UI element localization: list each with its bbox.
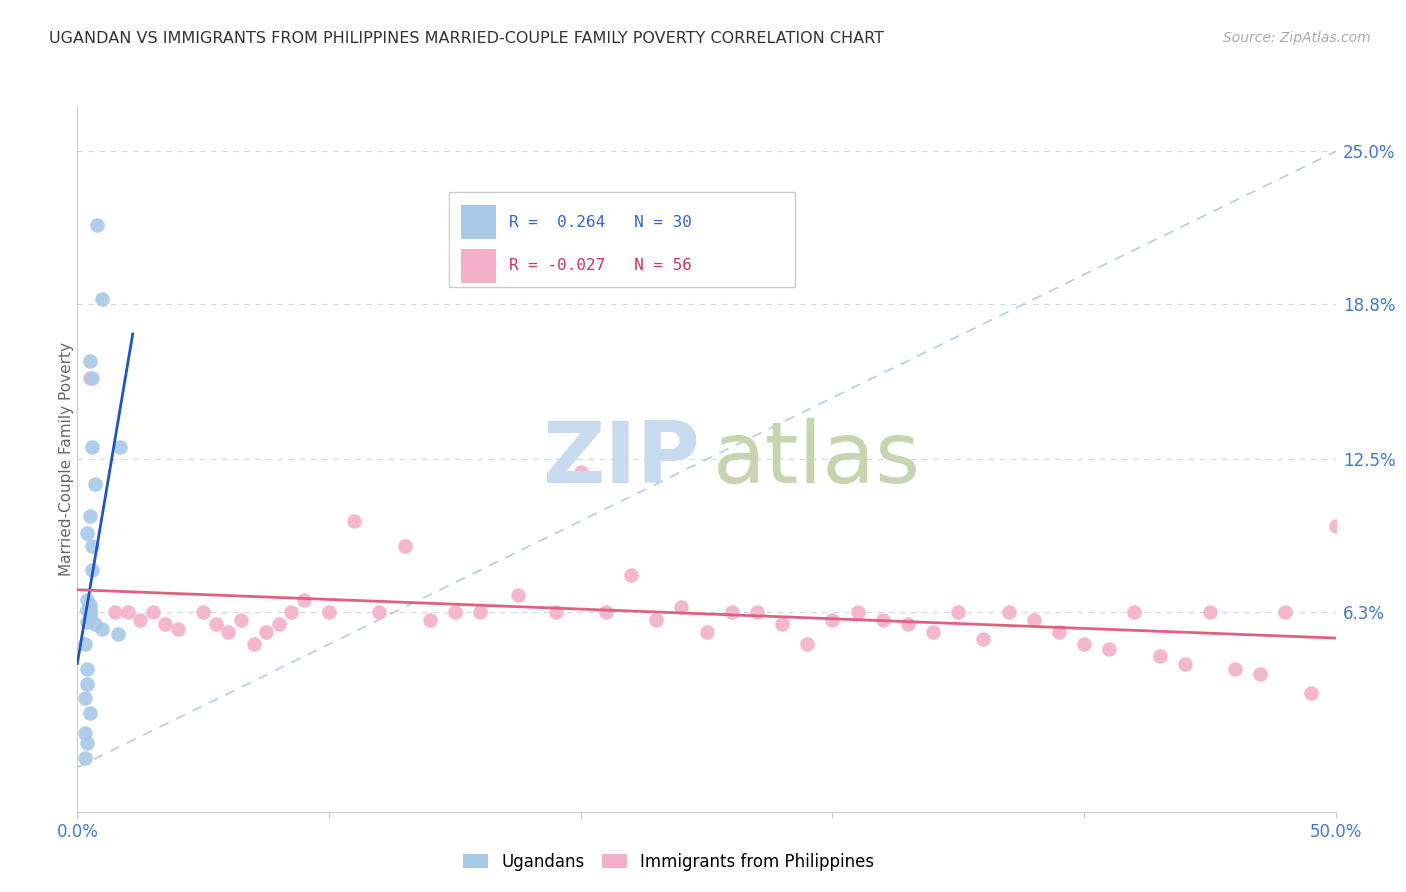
- Point: [544, 605, 567, 619]
- Point: [91, 292, 114, 306]
- Point: [73, 750, 96, 764]
- Point: [79, 509, 101, 524]
- Point: [76, 615, 98, 629]
- Point: [73, 726, 96, 740]
- Point: [506, 588, 529, 602]
- Point: [191, 605, 215, 619]
- Point: [142, 605, 165, 619]
- Point: [922, 624, 945, 639]
- Point: [343, 514, 366, 528]
- Point: [1098, 642, 1121, 657]
- Point: [468, 605, 491, 619]
- Point: [254, 624, 277, 639]
- Point: [76, 526, 98, 541]
- Point: [745, 605, 768, 619]
- Point: [79, 598, 101, 612]
- Bar: [461, 205, 496, 239]
- Point: [1223, 662, 1246, 676]
- Point: [242, 637, 264, 651]
- Point: [73, 637, 96, 651]
- Point: [1324, 519, 1347, 533]
- Bar: [461, 249, 496, 283]
- Point: [104, 605, 127, 619]
- Y-axis label: Married-Couple Family Poverty: Married-Couple Family Poverty: [59, 343, 73, 576]
- Point: [108, 440, 131, 454]
- Point: [76, 592, 98, 607]
- FancyBboxPatch shape: [449, 192, 794, 286]
- Point: [444, 605, 467, 619]
- Point: [1073, 637, 1095, 651]
- Point: [79, 602, 101, 616]
- Point: [79, 610, 101, 624]
- Point: [595, 605, 617, 619]
- Point: [267, 617, 290, 632]
- Point: [1299, 686, 1322, 700]
- Point: [1249, 666, 1271, 681]
- Point: [318, 605, 340, 619]
- Point: [73, 691, 96, 706]
- Point: [82, 371, 104, 385]
- Point: [821, 613, 844, 627]
- Point: [86, 219, 108, 233]
- Point: [1174, 657, 1197, 671]
- Point: [79, 354, 101, 368]
- Point: [84, 617, 107, 632]
- Point: [1274, 605, 1296, 619]
- Point: [84, 477, 107, 491]
- Point: [82, 440, 104, 454]
- Text: UGANDAN VS IMMIGRANTS FROM PHILIPPINES MARRIED-COUPLE FAMILY POVERTY CORRELATION: UGANDAN VS IMMIGRANTS FROM PHILIPPINES M…: [49, 31, 884, 46]
- Point: [1022, 613, 1045, 627]
- Point: [720, 605, 742, 619]
- Point: [76, 736, 98, 750]
- Point: [117, 605, 139, 619]
- Point: [846, 605, 869, 619]
- Point: [79, 371, 101, 385]
- Point: [972, 632, 994, 647]
- Text: R = -0.027   N = 56: R = -0.027 N = 56: [509, 259, 692, 273]
- Text: ZIP: ZIP: [543, 417, 700, 501]
- Point: [948, 605, 970, 619]
- Point: [79, 706, 101, 721]
- Point: [155, 617, 177, 632]
- Point: [645, 613, 668, 627]
- Point: [1149, 649, 1171, 664]
- Text: R =  0.264   N = 30: R = 0.264 N = 30: [509, 215, 692, 229]
- Point: [671, 600, 693, 615]
- Point: [419, 613, 441, 627]
- Point: [872, 613, 894, 627]
- Point: [76, 676, 98, 690]
- Point: [696, 624, 718, 639]
- Point: [204, 617, 226, 632]
- Point: [82, 563, 104, 577]
- Point: [280, 605, 302, 619]
- Point: [1047, 624, 1070, 639]
- Point: [796, 637, 818, 651]
- Point: [129, 613, 152, 627]
- Point: [76, 662, 98, 676]
- Text: Source: ZipAtlas.com: Source: ZipAtlas.com: [1223, 31, 1371, 45]
- Point: [394, 539, 416, 553]
- Point: [292, 592, 315, 607]
- Point: [997, 605, 1019, 619]
- Point: [76, 602, 98, 616]
- Point: [368, 605, 391, 619]
- Point: [1123, 605, 1146, 619]
- Point: [82, 539, 104, 553]
- Point: [91, 623, 114, 637]
- Point: [569, 465, 592, 479]
- Point: [620, 568, 643, 582]
- Point: [79, 605, 101, 619]
- Point: [229, 613, 252, 627]
- Point: [167, 623, 190, 637]
- Point: [79, 605, 101, 619]
- Point: [107, 627, 129, 641]
- Point: [897, 617, 920, 632]
- Point: [1199, 605, 1222, 619]
- Point: [770, 617, 793, 632]
- Legend: Ugandans, Immigrants from Philippines: Ugandans, Immigrants from Philippines: [457, 846, 880, 878]
- Point: [217, 624, 239, 639]
- Text: atlas: atlas: [713, 417, 921, 501]
